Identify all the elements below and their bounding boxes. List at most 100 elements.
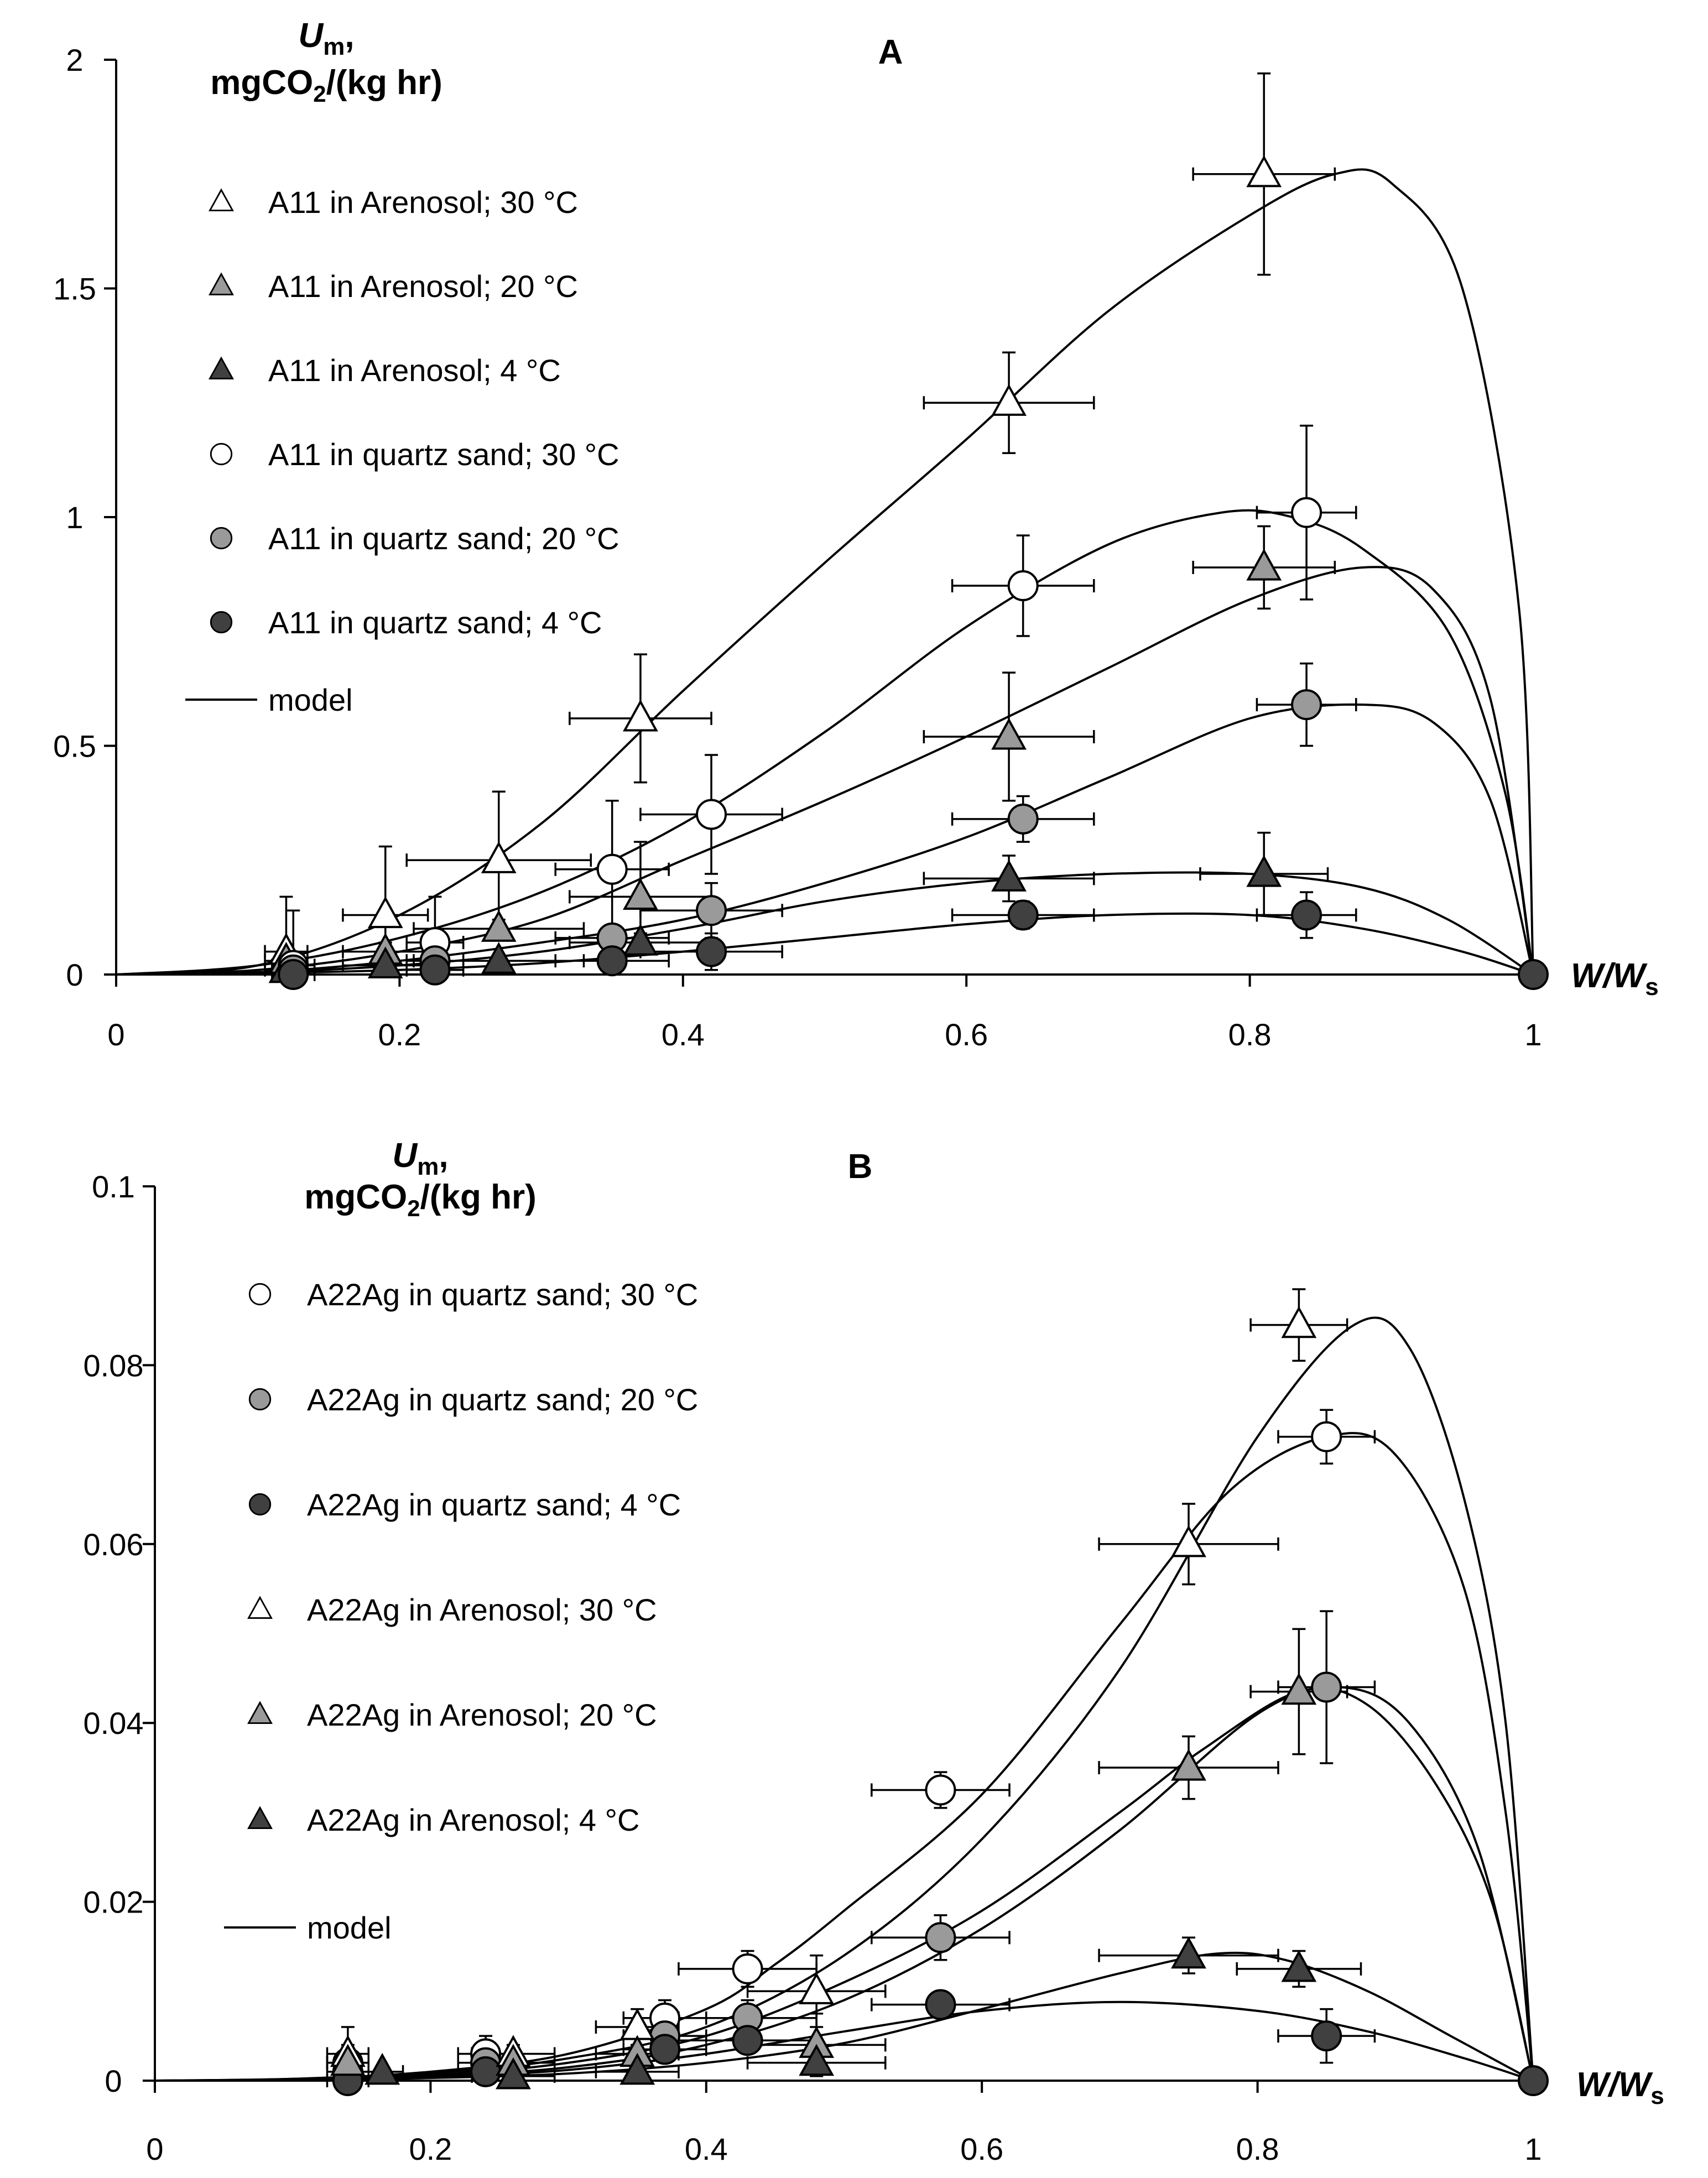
data-point-circle [925,1774,956,1806]
data-point-triangle [1171,1748,1206,1781]
data-point-circle [1311,1421,1342,1452]
series-5 [326,1628,1348,2077]
data-point-circle [696,799,727,830]
data-point-circle [278,959,309,990]
data-point-triangle [1281,1672,1317,1705]
data-point-triangle [1281,1950,1317,1982]
x-tick-label: 0.2 [409,2132,452,2166]
data-point-triangle [1246,155,1282,187]
model-curve-5 [154,1687,1534,2082]
x-tick-label: 0 [107,1017,124,1052]
data-point-circle [1311,1671,1342,1703]
data-point-circle [419,954,451,986]
data-point-circle [1291,689,1322,721]
data-point-triangle [991,717,1027,750]
model-curve-6 [154,1951,1534,2082]
model-curve-1 [116,168,1534,976]
data-point-circle [696,936,727,967]
panel-b-chart: 0 0.02 0.04 0.06 0.08 0.1 0 0.2 0.4 0.6 0.8 1 B Um,mg… [84,1137,1664,2166]
x-axis-label: W/Ws [1571,957,1659,1001]
legend-marker-4 [247,1596,273,1619]
legend-label-1: A22Ag in quartz sand; 30 °C [307,1277,698,1312]
data-point-triangle [799,1972,835,2004]
data-point-triangle [1281,1306,1317,1338]
x-tick-label: 0.2 [378,1017,421,1052]
legend-marker-6 [247,1806,273,1829]
data-point-triangle [330,2044,366,2076]
data-point-triangle [1246,854,1282,887]
data-point-circle [596,853,628,885]
data-point-triangle [623,699,658,732]
data-point-circle [1291,899,1322,931]
model-curve-6 [116,912,1534,976]
legend-label-1: A11 in Arenosol; 30 °C [268,185,578,220]
x-tick-label: 0.8 [1228,1017,1272,1052]
data-point-circle [696,895,727,926]
x-tick-label: 0.6 [960,2132,1003,2166]
x-tick-label: 0.6 [945,1017,988,1052]
x-tick-label: 0.8 [1236,2132,1279,2166]
series-4 [271,424,1357,976]
chart-title: A [878,33,903,71]
panel-a-chart: 0 0.5 1 1.5 2 0 0.2 0.4 0.6 0.8 1 A Um,mgCO2/(kg hr)… [53,17,1659,1052]
data-point-triangle [481,942,517,974]
x-tick-label: 0.4 [662,1017,705,1052]
model-curve-5 [116,703,1534,976]
model-curve-4 [116,509,1534,976]
y-tick-label: 0.04 [84,1706,144,1741]
y-tick-label: 0.5 [53,729,96,764]
series-2 [326,1610,1376,2082]
y-axis-label-units: mgCO2/(kg hr) [304,1178,536,1221]
data-point-triangle [619,2052,655,2085]
data-point-circle [1007,803,1039,835]
data-point-triangle [367,896,403,929]
legend-marker-1 [248,1283,272,1306]
x-tick-label: 1 [1524,1017,1542,1052]
data-point-triangle [799,2044,835,2076]
x-axis-label: W/Ws [1576,2066,1664,2109]
data-point-circle [732,2025,763,2056]
legend-label-3: A22Ag in quartz sand; 4 °C [307,1487,681,1522]
legend-marker-3 [248,1493,272,1516]
y-tick-label: 0.02 [84,1885,144,1920]
legend-label-4: A22Ag in Arenosol; 30 °C [307,1592,657,1627]
y-axis-label-symbol: Um, [392,1137,448,1180]
chart-title: B [848,1148,873,1186]
legend-label-4: A11 in quartz sand; 30 °C [268,437,619,472]
data-point-circle [925,1989,956,2020]
data-point-triangle [1246,548,1282,581]
legend-label-3: A11 in Arenosol; 4 °C [268,353,561,388]
data-point-triangle [481,910,517,942]
legend-label-2: A22Ag in quartz sand; 20 °C [307,1382,698,1417]
data-point-triangle [367,946,403,979]
data-point-circle [1007,899,1039,931]
x-tick-label: 0.4 [685,2132,728,2166]
y-tick-label: 0 [66,957,83,992]
y-tick-label: 0.06 [84,1527,144,1562]
data-point-circle [596,945,628,977]
legend-marker-4 [210,442,233,466]
data-point-triangle [991,384,1027,416]
y-axis-label-units: mgCO2/(kg hr) [210,64,442,107]
endpoint-marker [1518,2065,1549,2096]
data-point-triangle [481,841,517,873]
legend-model-label: model [268,682,353,717]
y-tick-label: 1 [66,500,83,535]
y-tick-label: 0.1 [92,1169,135,1204]
data-point-circle [732,1953,763,1984]
legend-label-6: A11 in quartz sand; 4 °C [268,605,602,640]
endpoint-marker [1518,959,1549,990]
data-point-circle [470,2056,502,2087]
y-axis-label-symbol: Um, [298,17,354,60]
legend-marker-5 [210,527,233,550]
legend-marker-2 [248,1388,272,1411]
y-tick-label: 0 [105,2064,122,2098]
legend-label-5: A11 in quartz sand; 20 °C [268,521,619,556]
x-tick-label: 1 [1524,2132,1542,2166]
data-point-circle [1007,570,1039,602]
y-tick-label: 2 [66,43,83,77]
legend-label-2: A11 in Arenosol; 20 °C [268,269,578,304]
data-point-circle [925,1922,956,1953]
data-point-circle [1311,2020,1342,2052]
legend-marker-3 [209,356,234,379]
